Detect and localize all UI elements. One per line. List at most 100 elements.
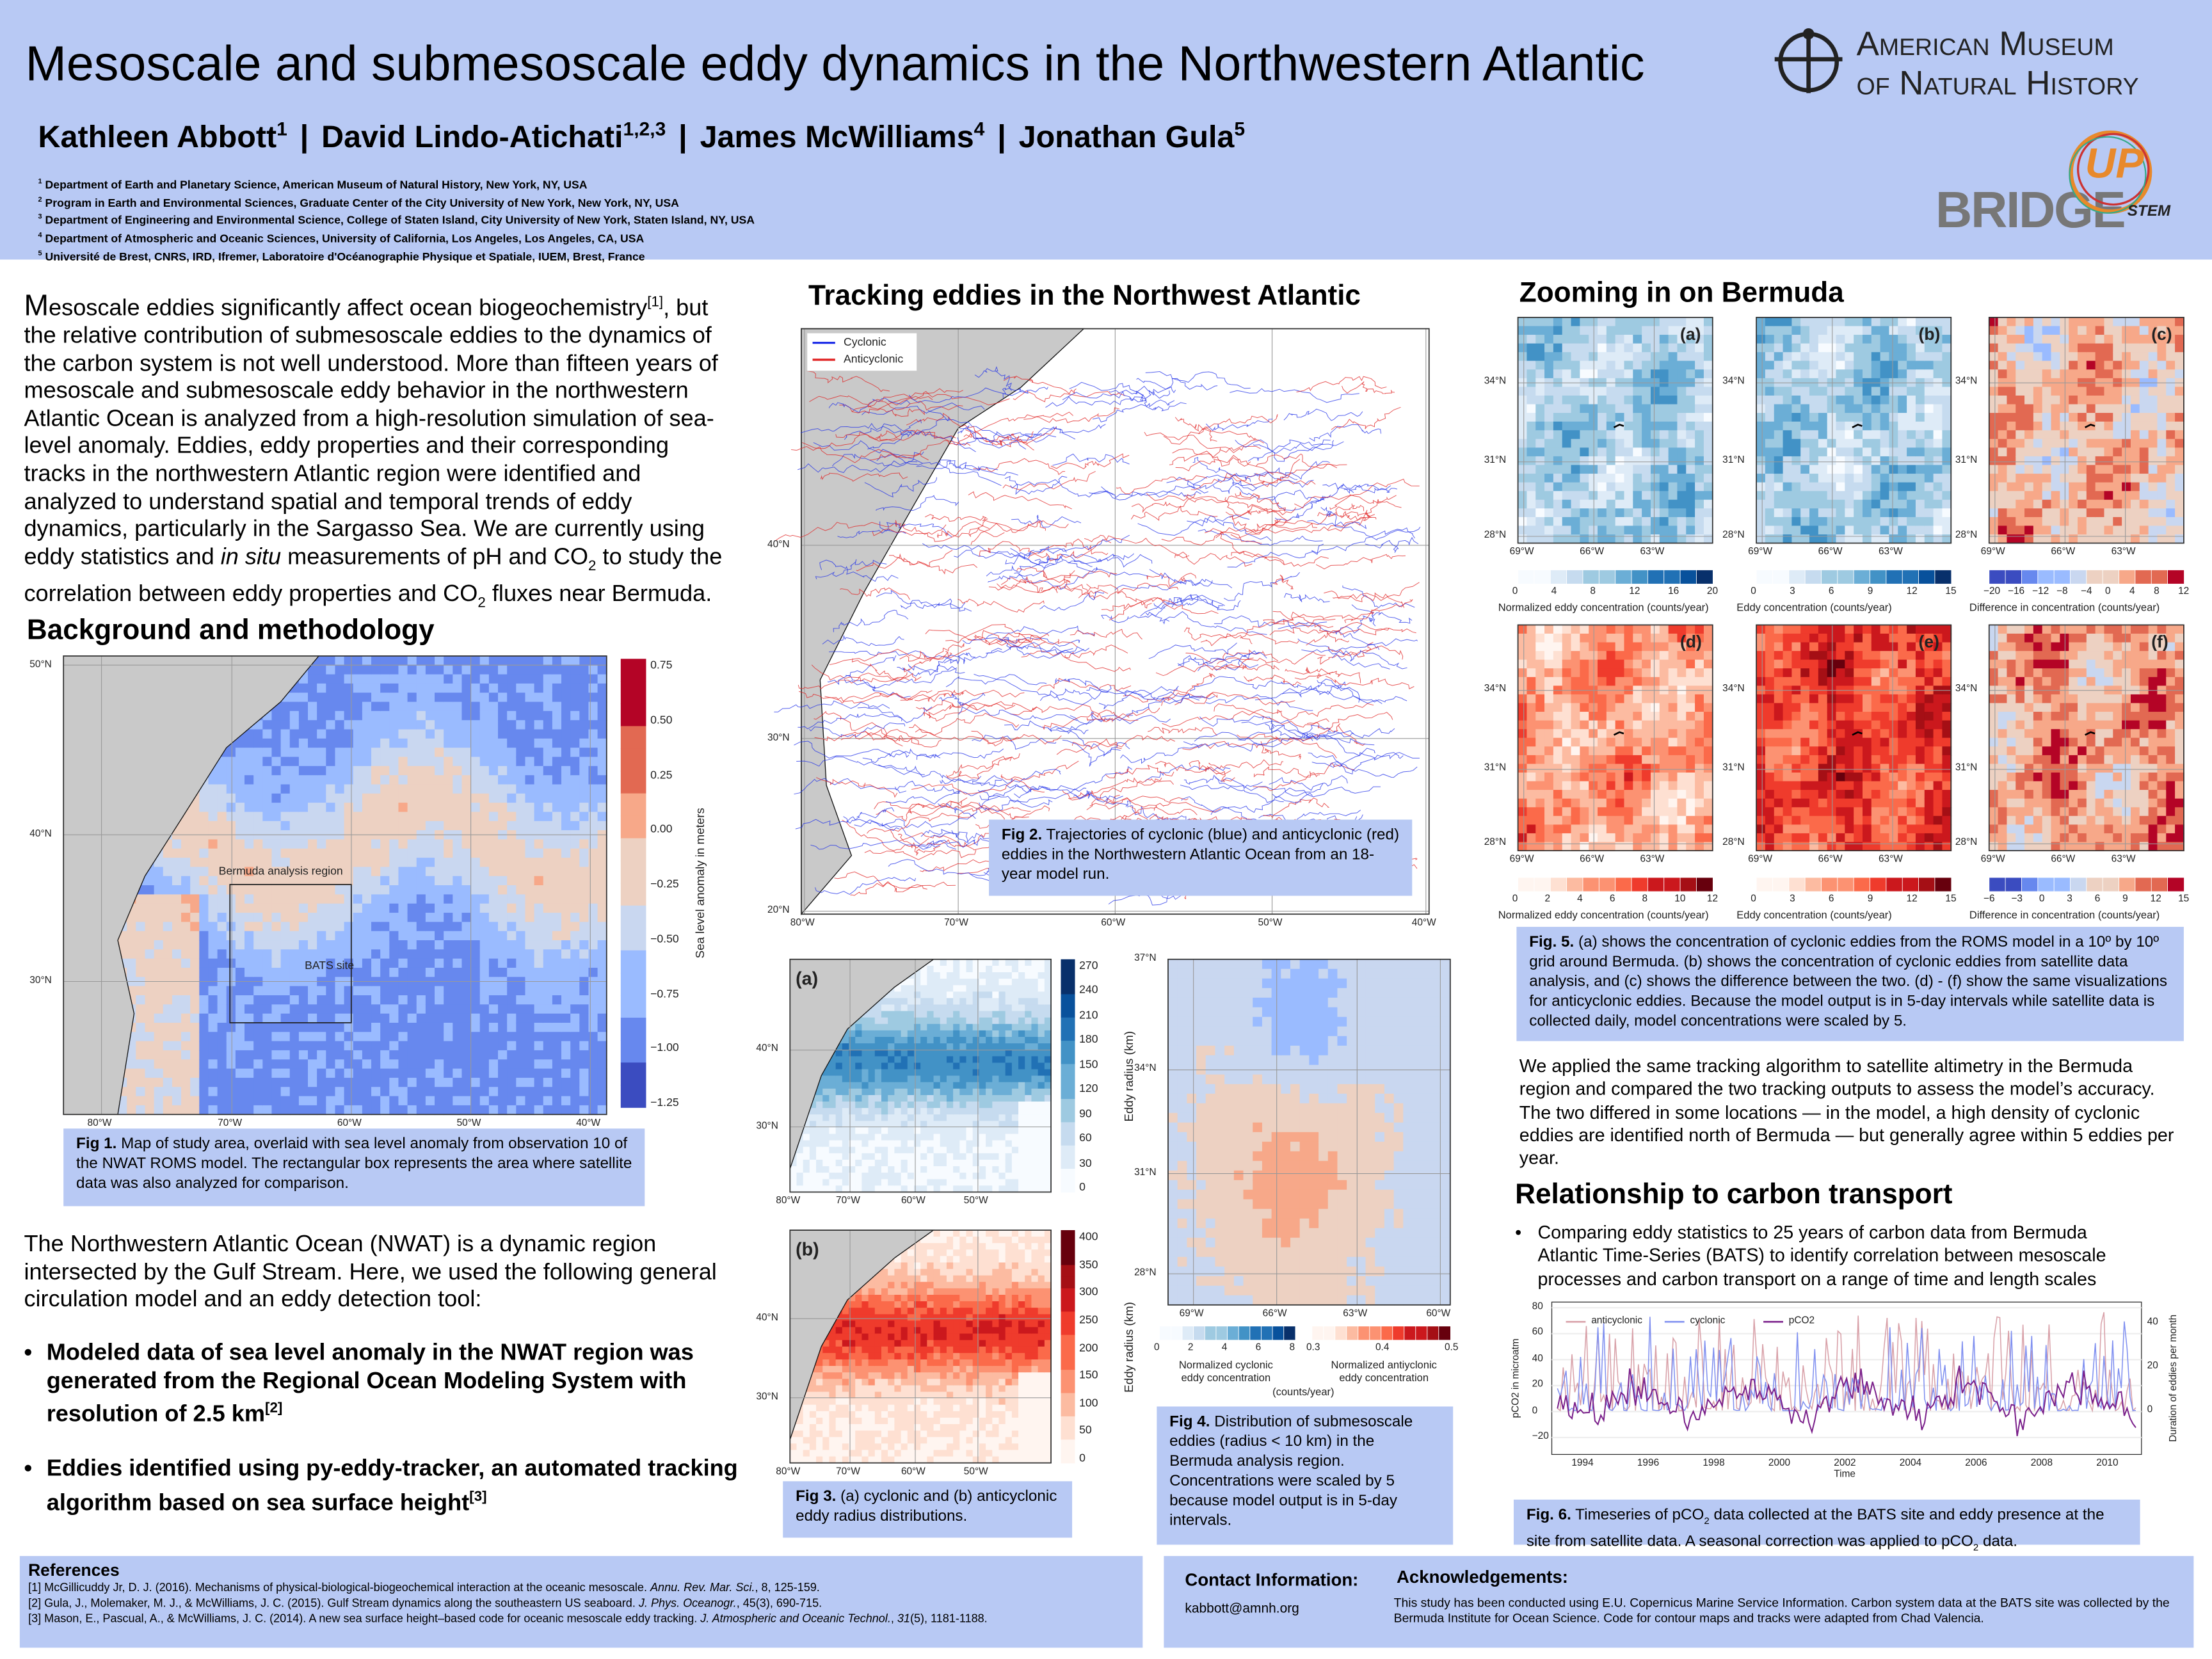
cell xyxy=(353,821,363,831)
cell xyxy=(901,1011,908,1018)
cell xyxy=(881,1069,889,1077)
cell xyxy=(507,949,517,959)
cell xyxy=(389,922,399,932)
track xyxy=(1177,657,1259,668)
cell xyxy=(516,1032,526,1042)
cell xyxy=(894,1159,902,1167)
cell xyxy=(326,1041,336,1051)
cell xyxy=(874,1166,882,1174)
caption-text: (a) shows the concentration of cyclonic … xyxy=(1529,934,2167,1030)
cell xyxy=(927,1036,934,1044)
cell xyxy=(362,1050,372,1061)
cell xyxy=(199,1059,209,1070)
cell xyxy=(335,784,345,794)
cell xyxy=(190,803,200,813)
cell xyxy=(498,729,508,739)
cell xyxy=(136,894,146,904)
cell xyxy=(809,1153,817,1160)
cell xyxy=(326,701,336,712)
cell xyxy=(920,1023,928,1031)
cell xyxy=(525,958,535,968)
cell xyxy=(479,738,490,749)
cell xyxy=(1005,1108,1013,1116)
cell xyxy=(280,821,291,831)
text: measurements of pH and CO xyxy=(281,544,589,570)
cell xyxy=(842,1082,849,1089)
cell xyxy=(992,1023,1000,1031)
cell xyxy=(525,1022,535,1033)
track xyxy=(908,805,1031,816)
cell xyxy=(552,867,562,877)
cell xyxy=(425,720,435,730)
cell xyxy=(966,1140,974,1148)
cell xyxy=(470,949,481,959)
cell xyxy=(1011,1121,1019,1128)
track xyxy=(1301,638,1418,653)
cell xyxy=(479,710,490,721)
cell xyxy=(479,1105,490,1116)
cell xyxy=(498,949,508,959)
cell xyxy=(972,1056,980,1064)
cell xyxy=(986,1134,993,1141)
cell xyxy=(308,986,318,996)
cell xyxy=(927,1094,934,1102)
cell xyxy=(217,1087,227,1097)
caption-text: Map of study area, overlaid with sea lev… xyxy=(76,1135,632,1192)
cell xyxy=(561,1050,572,1061)
cell xyxy=(163,967,173,978)
cell xyxy=(992,991,1000,999)
cell xyxy=(190,922,200,932)
cell xyxy=(389,803,399,813)
cell xyxy=(353,1041,363,1051)
cell xyxy=(190,986,200,996)
cell xyxy=(470,1059,481,1070)
cell xyxy=(543,665,553,675)
cell xyxy=(362,958,372,968)
cell xyxy=(154,867,164,877)
cell xyxy=(461,803,472,813)
text: to study the correlation between eddy pr… xyxy=(24,544,723,607)
cell xyxy=(1038,1004,1045,1012)
track xyxy=(1048,726,1121,757)
cell xyxy=(998,1030,1006,1038)
cell xyxy=(946,1036,954,1044)
cell xyxy=(190,1004,200,1014)
cell xyxy=(570,1068,581,1078)
cell xyxy=(561,775,572,785)
cell xyxy=(298,812,309,822)
cell xyxy=(317,812,327,822)
cell xyxy=(289,1096,300,1106)
track xyxy=(1297,638,1390,669)
cell xyxy=(507,775,517,785)
track xyxy=(1062,739,1130,767)
cell xyxy=(849,1088,856,1096)
cell xyxy=(262,839,273,849)
cell xyxy=(145,1013,155,1023)
cell xyxy=(835,1179,843,1187)
cell xyxy=(868,1056,876,1064)
cell xyxy=(966,1056,974,1064)
cell xyxy=(920,1094,928,1102)
track xyxy=(1322,483,1391,491)
cell xyxy=(407,1077,417,1088)
cell xyxy=(588,655,598,666)
cell xyxy=(127,1087,137,1097)
cell xyxy=(972,1075,980,1083)
cell xyxy=(235,1059,245,1070)
ack-text: This study has been conducted using E.U.… xyxy=(1393,1595,2170,1626)
cell xyxy=(244,858,255,868)
cell xyxy=(998,972,1006,979)
cell xyxy=(317,1077,327,1088)
cell xyxy=(425,1022,435,1033)
cell xyxy=(127,1050,137,1061)
cell xyxy=(398,775,408,785)
cell xyxy=(154,1022,164,1033)
cell xyxy=(552,931,562,941)
cell xyxy=(181,931,191,941)
cell xyxy=(913,1173,922,1180)
cell xyxy=(181,1059,191,1070)
cell xyxy=(488,765,499,776)
cell xyxy=(298,683,309,694)
cell xyxy=(127,1077,137,1088)
cell xyxy=(389,729,399,739)
